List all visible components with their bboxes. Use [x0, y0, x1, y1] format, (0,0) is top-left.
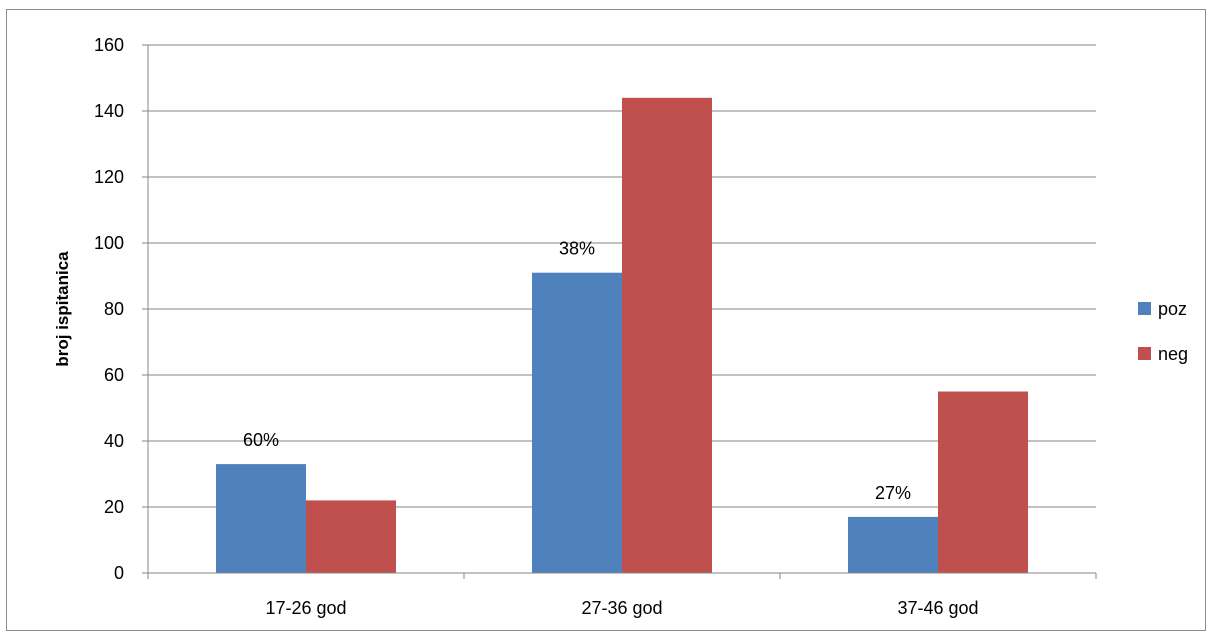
data-label: 38% [559, 239, 595, 259]
x-tick-label: 27-36 god [581, 598, 662, 618]
y-tick-label: 140 [94, 101, 124, 121]
y-tick-label: 60 [104, 365, 124, 385]
bar-neg [306, 500, 396, 573]
y-tick-label: 0 [114, 563, 124, 583]
y-tick-label: 100 [94, 233, 124, 253]
bar-poz [848, 516, 938, 573]
y-tick-label: 20 [104, 497, 124, 517]
bars [216, 97, 1028, 574]
y-tick-label: 160 [94, 35, 124, 55]
legend-label-poz: poz [1158, 299, 1187, 319]
legend-label-neg: neg [1158, 344, 1188, 364]
y-tick-label: 40 [104, 431, 124, 451]
y-tick-label: 80 [104, 299, 124, 319]
x-tick-label: 37-46 god [897, 598, 978, 618]
legend-swatch-poz [1138, 302, 1151, 315]
bar-poz [532, 272, 622, 573]
x-tick-label: 17-26 god [265, 598, 346, 618]
legend-swatch-neg [1138, 347, 1151, 360]
axes [142, 44, 1097, 579]
legend: poz neg [1138, 299, 1188, 364]
data-label: 27% [875, 483, 911, 503]
data-labels: 60% 38% 27% [243, 239, 911, 503]
bar-neg [938, 391, 1028, 573]
tick-labels: 0 20 40 60 80 100 120 140 160 17-26 god 27-36 god 3… [94, 35, 979, 618]
bar-neg [622, 97, 712, 574]
y-tick-label: 120 [94, 167, 124, 187]
bar-poz [216, 464, 306, 573]
data-label: 60% [243, 430, 279, 450]
y-axis-title: broj ispitanica [53, 251, 72, 367]
